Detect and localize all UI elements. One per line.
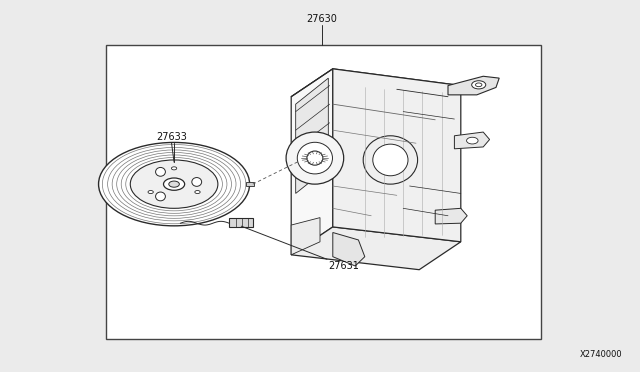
Ellipse shape <box>99 142 250 226</box>
Polygon shape <box>296 78 328 193</box>
Ellipse shape <box>286 132 344 184</box>
Polygon shape <box>333 69 461 242</box>
Ellipse shape <box>467 137 478 144</box>
Ellipse shape <box>476 83 482 87</box>
Polygon shape <box>291 227 461 270</box>
Ellipse shape <box>156 192 165 201</box>
Text: X2740000: X2740000 <box>579 350 622 359</box>
Bar <box>106 45 541 339</box>
Text: 27633: 27633 <box>156 132 187 142</box>
Ellipse shape <box>195 190 200 193</box>
Polygon shape <box>435 208 467 224</box>
Ellipse shape <box>192 177 202 186</box>
Polygon shape <box>454 132 490 149</box>
Ellipse shape <box>364 136 417 184</box>
Polygon shape <box>291 69 333 255</box>
Ellipse shape <box>148 190 154 193</box>
Ellipse shape <box>163 178 185 190</box>
Polygon shape <box>291 69 461 113</box>
Polygon shape <box>333 232 365 266</box>
Polygon shape <box>229 218 253 227</box>
Text: 27630: 27630 <box>307 14 337 24</box>
Ellipse shape <box>307 151 323 165</box>
Ellipse shape <box>297 142 333 174</box>
Ellipse shape <box>131 160 218 208</box>
Ellipse shape <box>156 167 165 176</box>
Polygon shape <box>246 182 253 186</box>
Text: 27631: 27631 <box>328 261 359 271</box>
Ellipse shape <box>169 181 179 187</box>
Polygon shape <box>291 218 320 255</box>
Ellipse shape <box>372 144 408 176</box>
Ellipse shape <box>172 167 177 170</box>
Polygon shape <box>448 76 499 95</box>
Ellipse shape <box>472 81 486 89</box>
